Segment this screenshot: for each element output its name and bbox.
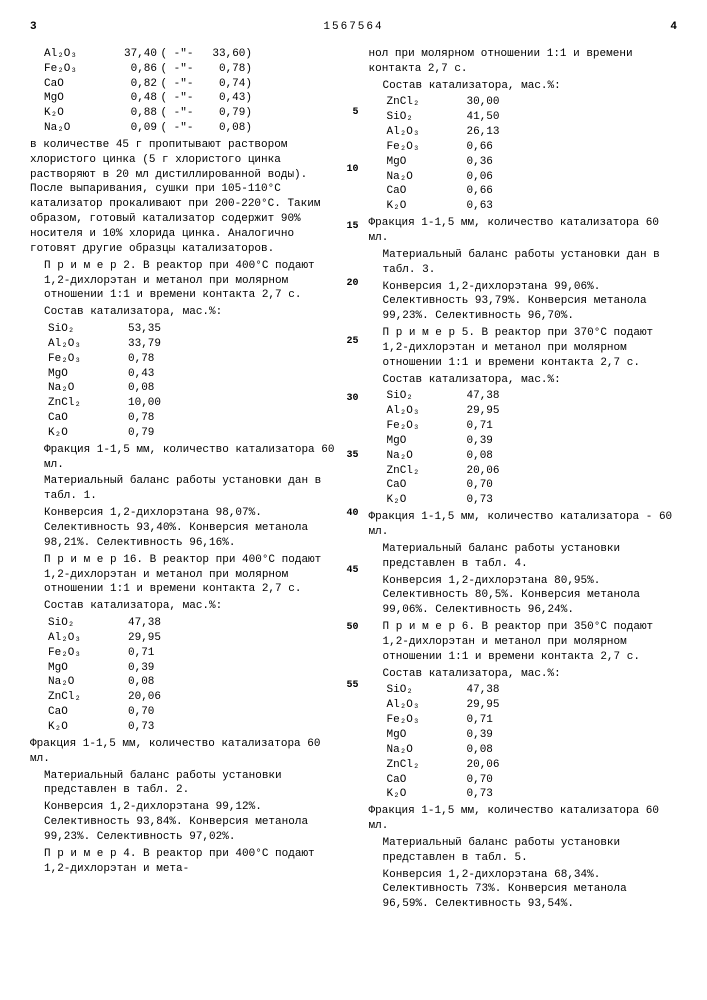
- table-row: MgO0,39: [369, 728, 678, 743]
- line-number: 40: [346, 507, 358, 521]
- balance-5: Материальный баланс работы установки пре…: [369, 836, 678, 866]
- paragraph-1: в количестве 45 г пропитывают раствором …: [30, 138, 339, 257]
- table-row: SiO₂47,38: [30, 616, 339, 631]
- table-row: K₂O0,79: [30, 426, 339, 441]
- line-number: 35: [346, 449, 358, 463]
- line-number: 15: [346, 220, 358, 234]
- line-number: 25: [346, 335, 358, 349]
- table-row: K₂O0,73: [369, 787, 678, 802]
- table-row: MgO0,39: [369, 434, 678, 449]
- table-row: CaO0,70: [30, 705, 339, 720]
- table-row: ZnCl₂20,06: [369, 758, 678, 773]
- right-column: нол при молярном отношении 1:1 и времени…: [369, 45, 678, 914]
- balance-4: Материальный баланс работы установки пре…: [369, 542, 678, 572]
- table-row: Al₂O₃33,79: [30, 337, 339, 352]
- fraction-note-4: Фракция 1-1,5 мм, количество катализатор…: [369, 216, 678, 246]
- fraction-note: Фракция 1-1,5 мм, количество катализатор…: [30, 443, 339, 473]
- table-row: ZnCl₂20,06: [369, 464, 678, 479]
- table-row: MgO0,36: [369, 155, 678, 170]
- table-row: Al₂O₃26,13: [369, 125, 678, 140]
- composition-label-3: Состав катализатора, мас.%:: [30, 599, 339, 614]
- results-4: Конверсия 1,2-дихлорэтана 80,95%. Селект…: [369, 574, 678, 619]
- results-1: Конверсия 1,2-дихлорэтана 98,07%. Селект…: [30, 506, 339, 551]
- left-page-number: 3: [30, 20, 37, 41]
- composition-label-4: Состав катализатора, мас.%:: [369, 79, 678, 94]
- example-4: П р и м е р 4. В реактор при 400°С подаю…: [30, 847, 339, 877]
- fraction-note-5: Фракция 1-1,5 мм, количество катализатор…: [369, 510, 678, 540]
- line-number: 55: [346, 679, 358, 693]
- table-row: ZnCl₂20,06: [30, 690, 339, 705]
- line-number: 10: [346, 163, 358, 177]
- example-6: П р и м е р 6. В реактор при 350°С подаю…: [369, 620, 678, 665]
- example-2: П р и м е р 2. В реактор при 400°С подаю…: [30, 259, 339, 304]
- line-number-gutter: 5 10 15 20 25 30 35 40 45 50 55: [344, 45, 359, 914]
- composition-table-3: SiO₂47,38Al₂O₃29,95Fe₂O₃0,71MgO0,39Na₂O0…: [30, 616, 339, 735]
- table-row: Na₂O0,09( -"-0,08): [30, 121, 339, 136]
- line-number: 30: [346, 392, 358, 406]
- table-row: K₂O0,88( -"-0,79): [30, 106, 339, 121]
- table-row: SiO₂47,38: [369, 683, 678, 698]
- table-row: CaO0,70: [369, 478, 678, 493]
- table-row: Al₂O₃29,95: [30, 631, 339, 646]
- results-5: Конверсия 1,2-дихлорэтана 68,34%. Селект…: [369, 868, 678, 913]
- example-16: П р и м е р 16. В реактор при 400°С пода…: [30, 553, 339, 598]
- table-row: MgO0,48( -"-0,43): [30, 91, 339, 106]
- table-row: Fe₂O₃0,78: [30, 352, 339, 367]
- table-row: Al₂O₃29,95: [369, 404, 678, 419]
- table-row: SiO₂47,38: [369, 389, 678, 404]
- table-row: K₂O0,73: [369, 493, 678, 508]
- table-row: SiO₂41,50: [369, 110, 678, 125]
- table-row: Fe₂O₃0,71: [369, 713, 678, 728]
- right-page-number: 4: [670, 20, 677, 41]
- fraction-note-3: Фракция 1-1,5 мм, количество катализатор…: [30, 737, 339, 767]
- table-row: CaO0,78: [30, 411, 339, 426]
- composition-table-4: ZnCl₂30,00SiO₂41,50Al₂O₃26,13Fe₂O₃0,66Mg…: [369, 95, 678, 214]
- composition-label-6: Состав катализатора, мас.%:: [369, 667, 678, 682]
- balance-1: Материальный баланс работы установки дан…: [30, 474, 339, 504]
- document-number: 1567564: [323, 20, 383, 35]
- top-composition-table: Al₂O₃37,40( -"-33,60)Fe₂O₃0,86( -"-0,78)…: [30, 47, 339, 136]
- results-3: Конверсия 1,2-дихлорэтана 99,06%. Селект…: [369, 280, 678, 325]
- table-row: MgO0,43: [30, 367, 339, 382]
- table-row: Al₂O₃29,95: [369, 698, 678, 713]
- line-number: 5: [352, 106, 358, 120]
- line-number: 50: [346, 621, 358, 635]
- table-row: K₂O0,63: [369, 199, 678, 214]
- table-row: Fe₂O₃0,71: [30, 646, 339, 661]
- paragraph-cont: нол при молярном отношении 1:1 и времени…: [369, 47, 678, 77]
- composition-label: Состав катализатора, мас.%:: [30, 305, 339, 320]
- table-row: Fe₂O₃0,66: [369, 140, 678, 155]
- table-row: MgO0,39: [30, 661, 339, 676]
- line-number: 45: [346, 564, 358, 578]
- line-number: 20: [346, 277, 358, 291]
- table-row: Al₂O₃37,40( -"-33,60): [30, 47, 339, 62]
- balance-3: Материальный баланс работы установки дан…: [369, 248, 678, 278]
- results-2: Конверсия 1,2-дихлорэтана 99,12%. Селект…: [30, 800, 339, 845]
- left-column: Al₂O₃37,40( -"-33,60)Fe₂O₃0,86( -"-0,78)…: [30, 45, 339, 914]
- table-row: SiO₂53,35: [30, 322, 339, 337]
- table-row: Na₂O0,08: [30, 381, 339, 396]
- fraction-note-6: Фракция 1-1,5 мм, количество катализатор…: [369, 804, 678, 834]
- table-row: CaO0,66: [369, 184, 678, 199]
- table-row: Na₂O0,06: [369, 170, 678, 185]
- table-row: Fe₂O₃0,71: [369, 419, 678, 434]
- table-row: Fe₂O₃0,86( -"-0,78): [30, 62, 339, 77]
- table-row: Na₂O0,08: [369, 449, 678, 464]
- composition-label-5: Состав катализатора, мас.%:: [369, 373, 678, 388]
- composition-table-6: SiO₂47,38Al₂O₃29,95Fe₂O₃0,71MgO0,39Na₂O0…: [369, 683, 678, 802]
- composition-table-2: SiO₂53,35Al₂O₃33,79Fe₂O₃0,78MgO0,43Na₂O0…: [30, 322, 339, 441]
- table-row: K₂O0,73: [30, 720, 339, 735]
- table-row: CaO0,82( -"-0,74): [30, 77, 339, 92]
- table-row: ZnCl₂10,00: [30, 396, 339, 411]
- balance-2: Материальный баланс работы установки пре…: [30, 769, 339, 799]
- table-row: ZnCl₂30,00: [369, 95, 678, 110]
- table-row: CaO0,70: [369, 773, 678, 788]
- table-row: Na₂O0,08: [369, 743, 678, 758]
- composition-table-5: SiO₂47,38Al₂O₃29,95Fe₂O₃0,71MgO0,39Na₂O0…: [369, 389, 678, 508]
- table-row: Na₂O0,08: [30, 675, 339, 690]
- example-5: П р и м е р 5. В реактор при 370°С подаю…: [369, 326, 678, 371]
